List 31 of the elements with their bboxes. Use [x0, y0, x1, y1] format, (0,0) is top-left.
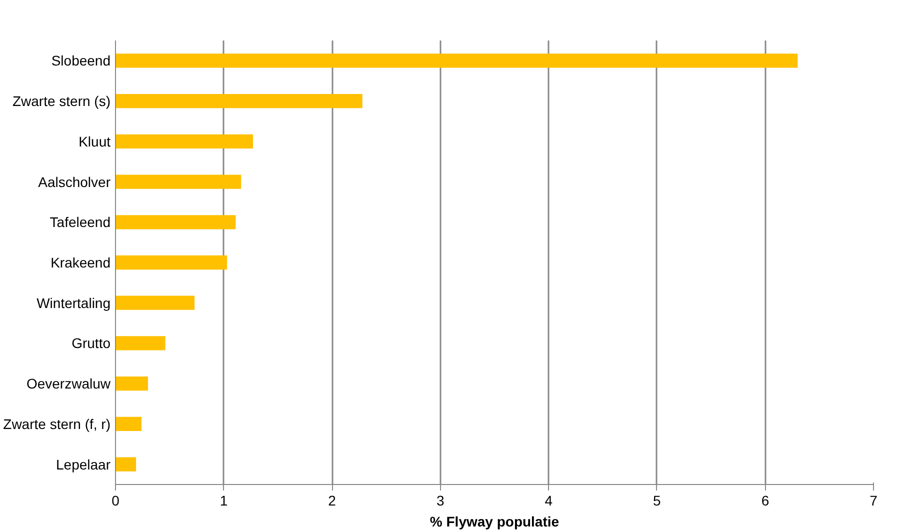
x-tick-label: 0	[112, 492, 120, 508]
bar	[116, 376, 148, 391]
y-tick-label: Krakeend	[50, 254, 111, 270]
x-tick-label: 2	[328, 492, 336, 508]
y-tick-label: Slobeend	[51, 52, 111, 69]
x-tick-label: 7	[870, 492, 878, 508]
y-tick-label: Lepelaar	[56, 456, 111, 472]
y-tick-label: Grutto	[72, 335, 111, 352]
y-tick-label: Aalscholver	[38, 174, 111, 190]
bar	[116, 416, 142, 432]
y-tick-label: Oeverzwaluw	[26, 376, 112, 392]
bar	[116, 296, 195, 310]
y-tick-label: Kluut	[78, 133, 111, 150]
bar	[116, 174, 242, 189]
x-tick-label: 4	[544, 492, 553, 508]
y-tick-label: Wintertaling	[36, 294, 111, 311]
x-axis-title: % Flyway populatie	[430, 514, 560, 530]
x-tick-label: 3	[436, 492, 444, 508]
y-tick-label: Tafeleend	[50, 214, 110, 230]
bar	[116, 255, 228, 270]
x-tick-label: 5	[653, 492, 662, 508]
bar	[116, 215, 236, 230]
bar	[116, 94, 362, 108]
bar	[116, 134, 254, 148]
x-tick-label: 1	[220, 492, 228, 508]
bar	[116, 54, 798, 68]
y-tick-label: Zwarte stern (f, r)	[3, 416, 111, 432]
y-tick-label: Zwarte stern (s)	[12, 93, 110, 110]
x-tick-label: 6	[761, 492, 770, 508]
bar	[116, 336, 166, 350]
bar	[116, 457, 136, 472]
